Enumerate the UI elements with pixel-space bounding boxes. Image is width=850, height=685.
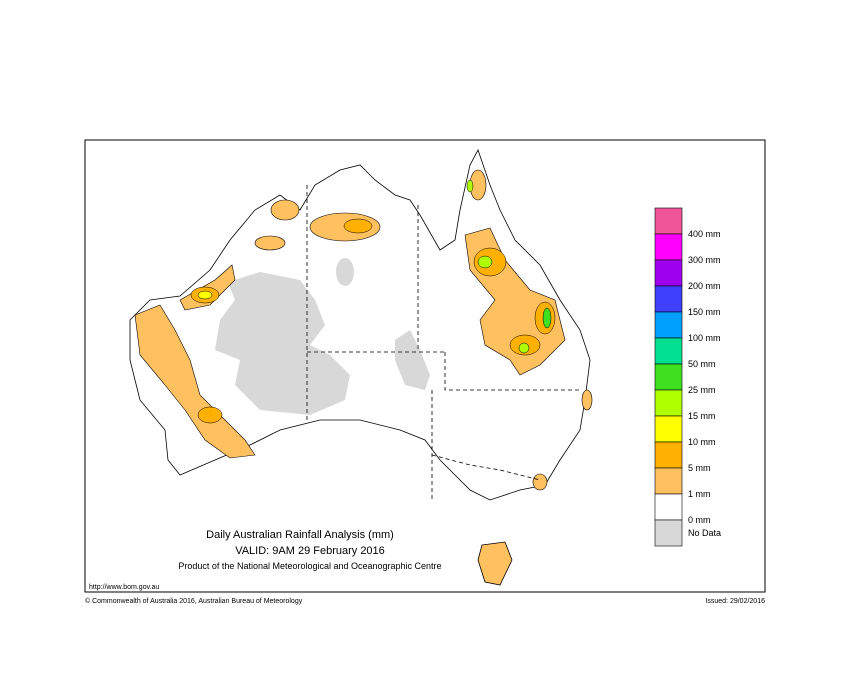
url: http://www.bom.gov.au	[89, 584, 159, 591]
legend: 400 mm 300 mm 200 mm 150 mm 100 mm 50 mm 25 mm…	[654, 207, 721, 547]
legend-label: 15 mm	[688, 411, 716, 421]
legend-label: 200 mm	[688, 281, 721, 291]
legend-swatch	[654, 467, 683, 495]
product-line: Product of the National Meteorological a…	[178, 561, 441, 571]
legend-label: 100 mm	[688, 333, 721, 343]
legend-swatch	[654, 389, 683, 417]
copyright: © Commonwealth of Australia 2016, Austra…	[85, 597, 303, 605]
issued: Issued: 29/02/2016	[705, 598, 765, 605]
legend-label: No Data	[688, 528, 721, 538]
legend-swatch	[654, 311, 683, 339]
legend-swatch	[654, 493, 683, 521]
legend-label: 400 mm	[688, 229, 721, 239]
legend-swatch	[654, 337, 683, 365]
valid-time: VALID: 9AM 29 February 2016	[235, 545, 385, 557]
legend-swatch	[654, 207, 683, 235]
map-title: Daily Australian Rainfall Analysis (mm)	[206, 529, 394, 541]
tasmania	[477, 541, 513, 586]
legend-swatch	[654, 233, 683, 261]
legend-label: 50 mm	[688, 359, 716, 369]
legend-label: 150 mm	[688, 307, 721, 317]
rainfall-areas-heavy	[197, 179, 552, 354]
legend-label: 1 mm	[688, 489, 711, 499]
legend-swatch	[654, 363, 683, 391]
legend-swatch	[654, 415, 683, 443]
state-borders	[306, 185, 580, 500]
legend-label: 0 mm	[688, 515, 711, 525]
legend-label: 300 mm	[688, 255, 721, 265]
legend-swatch	[654, 259, 683, 287]
no-data-area	[215, 258, 430, 415]
legend-swatch	[654, 285, 683, 313]
legend-label: 10 mm	[688, 437, 716, 447]
legend-swatch	[654, 441, 683, 469]
legend-label: 25 mm	[688, 385, 716, 395]
legend-label: 5 mm	[688, 463, 711, 473]
legend-swatch	[654, 519, 683, 547]
